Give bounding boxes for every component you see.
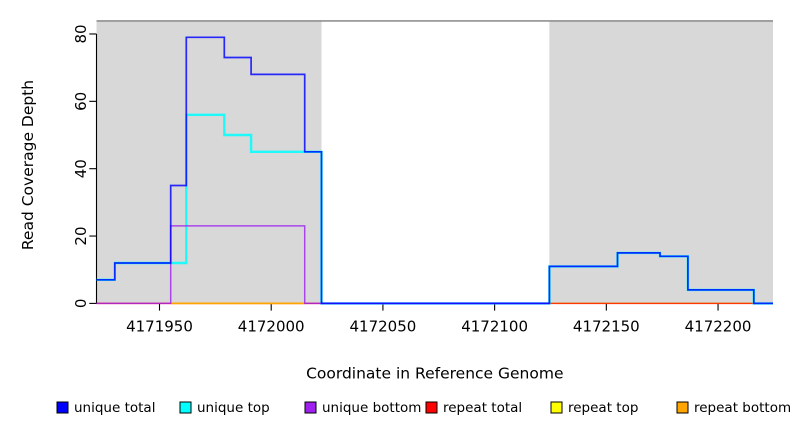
legend-swatch-unique-bottom (304, 401, 317, 414)
legend-swatch-unique-total (56, 401, 69, 414)
legend-swatch-unique-top (179, 401, 192, 414)
y-tick-label: 20 (72, 226, 90, 245)
x-tick-label: 4172200 (685, 318, 752, 336)
highlight-region (549, 20, 773, 304)
legend-swatch-repeat-total (425, 401, 438, 414)
y-tick-label: 80 (72, 24, 90, 43)
legend-label-repeat-total: repeat total (443, 400, 522, 416)
series-unique-total-line (96, 36, 773, 305)
legend: unique total unique top unique bottom repea… (56, 400, 791, 416)
highlight-region (96, 20, 322, 304)
x-tick-label: 4172100 (461, 318, 528, 336)
legend-label-repeat-top: repeat top (568, 400, 638, 416)
x-axis-title: Coordinate in Reference Genome (306, 365, 563, 383)
x-tick-label: 4172000 (238, 318, 305, 336)
x-tick-label: 4172050 (350, 318, 417, 336)
y-tick-label: 40 (72, 159, 90, 178)
legend-label-unique-total: unique total (74, 400, 155, 416)
x-tick-label: 4172150 (573, 318, 640, 336)
y-tick-label: 60 (72, 92, 90, 111)
legend-label-unique-top: unique top (197, 400, 270, 416)
axis-ticks: 4171950 4172000 4172050 4172100 4172150 41722… (72, 24, 751, 335)
legend-swatch-repeat-top (550, 401, 563, 414)
legend-label-unique-bottom: unique bottom (322, 400, 421, 416)
y-axis-title: Read Coverage Depth (19, 80, 37, 250)
y-tick-label: 0 (72, 299, 90, 309)
series-lines (96, 36, 773, 305)
legend-swatch-repeat-bottom (676, 401, 689, 414)
x-tick-label: 4171950 (126, 318, 193, 336)
legend-label-repeat-bottom: repeat bottom (694, 400, 791, 416)
highlight-regions (96, 20, 773, 304)
